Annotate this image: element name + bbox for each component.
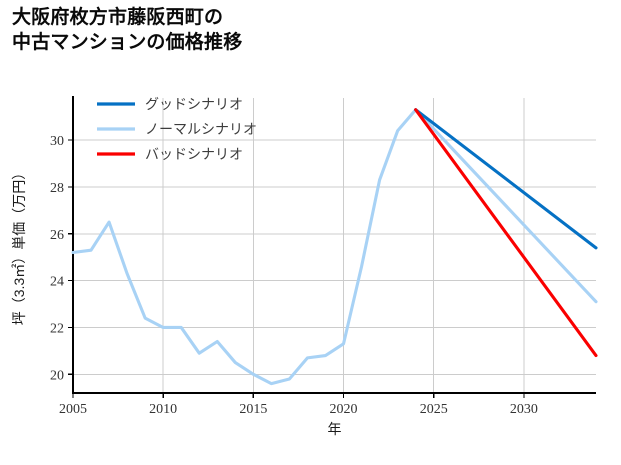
x-tick-labels: 2005 2010 2015 2020 2025 2030: [59, 402, 538, 417]
chart-title: 大阪府枚方市藤阪西町の 中古マンションの価格推移: [12, 6, 602, 55]
x-tick-label: 2025: [420, 402, 448, 417]
axis-titles: 年 坪（3.3㎡）単価（万円）: [11, 166, 342, 437]
y-tick-label: 22: [50, 321, 64, 336]
y-tick-labels: 20 22 24 26 28 30: [50, 134, 64, 383]
x-tick-label: 2010: [149, 402, 177, 417]
y-tick-label: 20: [50, 368, 64, 383]
legend-label: グッドシナリオ: [145, 96, 243, 112]
y-tick-label: 28: [50, 181, 64, 196]
y-tick-label: 26: [50, 228, 64, 243]
tickmarks: [68, 139, 525, 398]
y-axis-title: 坪（3.3㎡）単価（万円）: [11, 166, 27, 325]
series-line-normal: [71, 108, 598, 386]
x-tick-label: 2015: [239, 402, 267, 417]
chart-title-text: 大阪府枚方市藤阪西町の 中古マンションの価格推移: [12, 7, 243, 53]
y-tick-label: 24: [50, 275, 64, 290]
legend-label: バッドシナリオ: [145, 146, 243, 162]
legend-label: ノーマルシナリオ: [145, 121, 257, 137]
x-tick-label: 2005: [59, 402, 87, 417]
y-tick-label: 30: [50, 134, 64, 149]
x-tick-label: 2030: [510, 402, 538, 417]
series-line-bad: [414, 108, 598, 358]
series-line-good: [414, 108, 598, 250]
x-axis-title: 年: [328, 421, 342, 437]
x-tick-label: 2020: [330, 402, 358, 417]
data-series-group: [71, 108, 598, 386]
axis-lines: [71, 96, 596, 395]
